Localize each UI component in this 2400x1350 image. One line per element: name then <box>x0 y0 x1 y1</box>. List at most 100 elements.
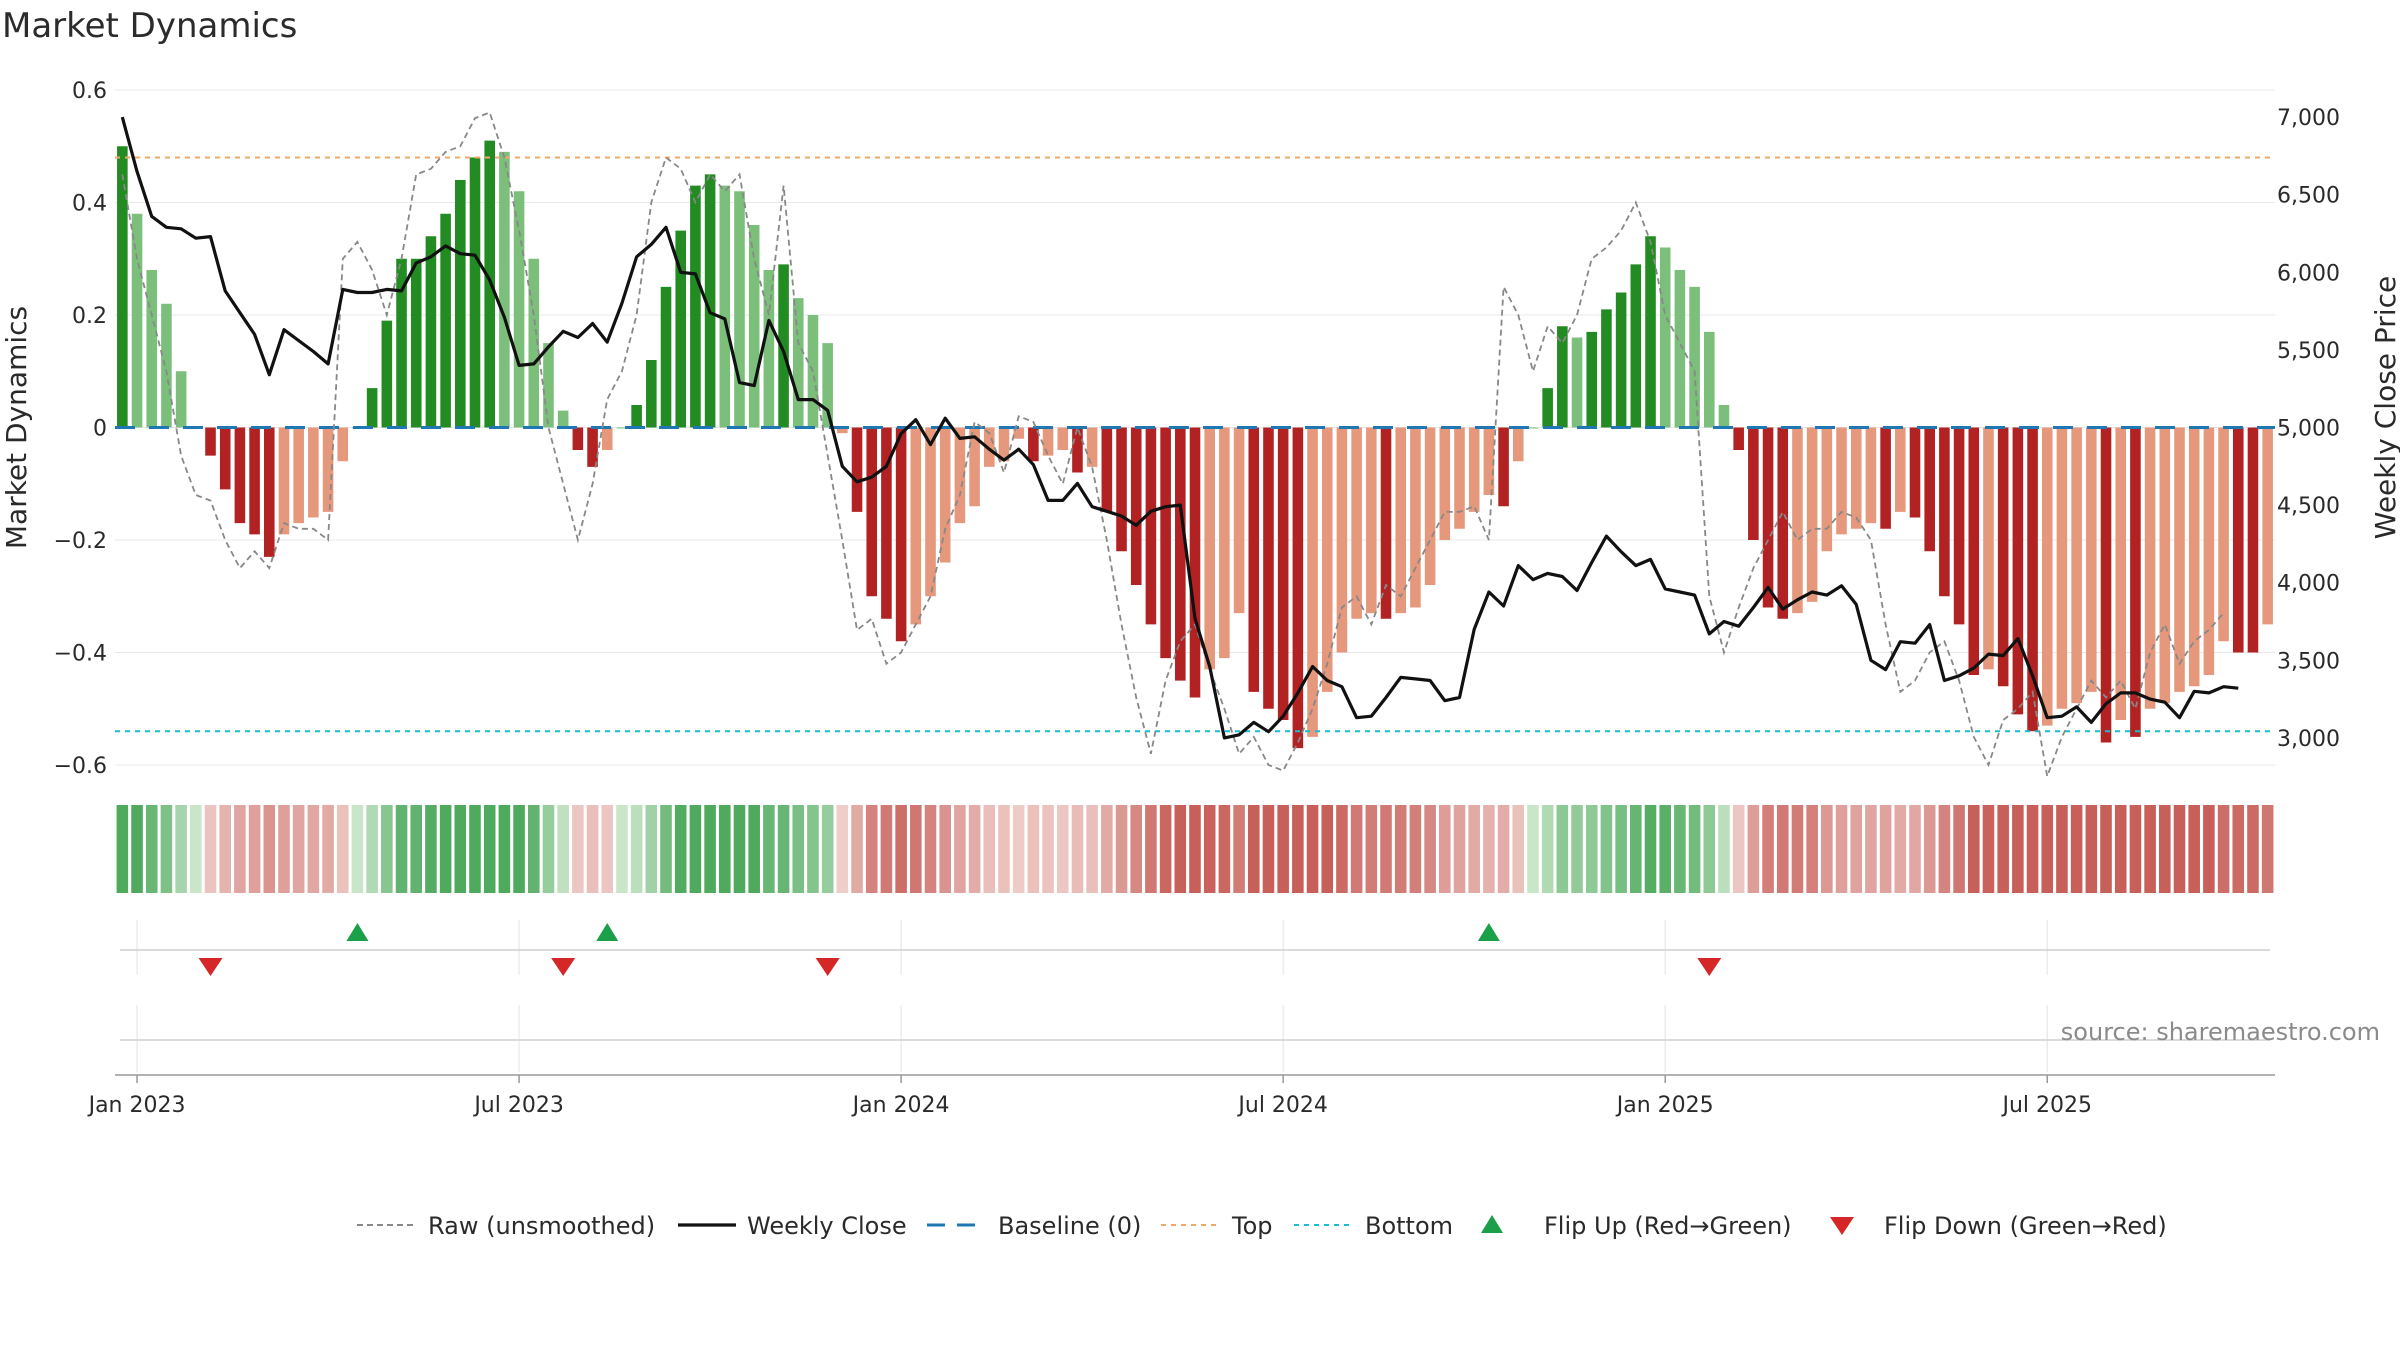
heat-strip-cell <box>116 805 129 893</box>
heat-strip-cell <box>1923 805 1936 893</box>
heat-strip-cell <box>1644 805 1657 893</box>
heat-strip-cell <box>454 805 467 893</box>
dynamics-bar <box>1160 427 1171 659</box>
heat-strip-cell <box>190 805 202 893</box>
dynamics-bar <box>557 410 569 428</box>
legend-label: Bottom <box>1365 1212 1453 1240</box>
dynamics-bar <box>2218 427 2229 642</box>
heat-strip-cell <box>1967 805 1980 893</box>
heat-strip-cell <box>807 805 819 893</box>
heat-strip-cell <box>557 805 569 893</box>
legend-label: Baseline (0) <box>998 1212 1141 1240</box>
heat-strip-cell <box>1630 805 1642 893</box>
heat-strip-cell <box>2173 805 2186 893</box>
dynamics-bar <box>719 185 731 428</box>
dynamics-bar <box>1557 326 1568 428</box>
dynamics-bar <box>1189 427 1201 698</box>
dynamics-bar <box>1777 427 1789 619</box>
heat-strip-cell <box>1218 805 1231 893</box>
x-tick-label: Jul 2023 <box>472 1093 564 1118</box>
dynamics-bar <box>1145 427 1157 625</box>
dynamics-bar <box>601 427 613 450</box>
heat-strip-cell <box>234 805 246 893</box>
y-left-axis-label: Market Dynamics <box>0 306 33 549</box>
dynamics-bar <box>1997 427 2009 687</box>
dynamics-bar <box>1571 337 1583 428</box>
y-left-tick-label: −0.4 <box>54 642 107 667</box>
heat-strip-cell <box>2012 805 2024 893</box>
dynamics-bar <box>1410 427 1421 608</box>
heat-strip-cell <box>645 805 658 893</box>
heat-strip-cell <box>1997 805 2009 893</box>
dynamics-bar <box>866 427 878 597</box>
heat-strip-cell <box>1688 805 1701 893</box>
heat-strip-cell <box>939 805 951 893</box>
y-right-tick-label: 3,500 <box>2277 649 2340 674</box>
dynamics-bar <box>1703 331 1715 428</box>
heat-strip-cell <box>395 805 408 893</box>
x-tick-label: Jul 2025 <box>2000 1093 2092 1118</box>
dynamics-bar <box>2056 427 2068 709</box>
heat-strip-cell <box>1468 805 1480 893</box>
x-tick-label: Jan 2025 <box>1615 1093 1714 1118</box>
dynamics-bar <box>1292 427 1304 749</box>
dynamics-bar <box>881 427 892 619</box>
dynamics-bar <box>1454 427 1465 529</box>
dynamics-bar <box>131 213 143 428</box>
dynamics-bar <box>910 427 922 625</box>
dynamics-bar <box>1748 427 1759 540</box>
heat-strip-cell <box>498 805 511 893</box>
dynamics-bar <box>1042 427 1054 456</box>
dynamics-bar <box>117 146 128 428</box>
heat-strip-cell <box>292 805 305 893</box>
dynamics-bar <box>308 427 319 518</box>
heat-strip-cell <box>2203 805 2215 893</box>
dynamics-bar <box>1116 427 1127 552</box>
dynamics-bar <box>2144 427 2156 709</box>
dynamics-bar <box>1439 427 1451 540</box>
legend-label: Weekly Close <box>747 1212 907 1240</box>
dynamics-bar <box>778 264 789 428</box>
source-note: source: sharemaestro.com <box>2061 1018 2380 1046</box>
dynamics-bar <box>1689 286 1700 428</box>
heat-strip-cell <box>425 805 437 893</box>
dynamics-bar <box>278 427 290 535</box>
heat-strip-cell <box>1189 805 1201 893</box>
dynamics-bar <box>1821 427 1833 552</box>
heat-strip-cell <box>1409 805 1422 893</box>
heat-strip-cell <box>439 805 452 893</box>
dynamics-bar <box>1615 292 1627 428</box>
heat-strip-cell <box>733 805 746 893</box>
heat-strip-cell <box>1350 805 1363 893</box>
heat-strip-cell <box>1277 805 1289 893</box>
dynamics-bar <box>293 427 304 524</box>
dynamics-bar <box>1512 427 1524 462</box>
y-right-tick-label: 4,000 <box>2277 572 2340 597</box>
heat-strip-cell <box>2232 805 2245 893</box>
dynamics-bar <box>1601 309 1612 428</box>
heat-strip-cell <box>1101 805 1113 893</box>
heat-strip-cell <box>2056 805 2068 893</box>
y-left-tick-label: −0.6 <box>54 754 107 779</box>
dynamics-bar <box>954 427 966 524</box>
dynamics-bar <box>2012 427 2024 715</box>
heat-strip-cell <box>1894 805 1907 893</box>
dynamics-bar <box>440 213 451 428</box>
dynamics-bar <box>616 427 628 429</box>
heat-strip-cell <box>2026 805 2039 893</box>
y-right-tick-label: 5,000 <box>2277 417 2340 442</box>
dynamics-bar <box>366 388 378 428</box>
flip-down-marker <box>198 958 223 976</box>
heat-strip-cell <box>1747 805 1760 893</box>
dynamics-bar <box>1850 427 1862 529</box>
heat-strip-cell <box>1453 805 1466 893</box>
dynamics-bar <box>1072 427 1083 473</box>
dynamics-bar <box>513 191 525 428</box>
heat-strip-cell <box>1865 805 1877 893</box>
flip-up-marker <box>596 923 619 941</box>
heat-strip-cell <box>1071 805 1084 893</box>
dynamics-bar <box>1498 427 1509 507</box>
heat-strip-cell <box>1056 805 1069 893</box>
heat-strip-cell <box>895 805 907 893</box>
